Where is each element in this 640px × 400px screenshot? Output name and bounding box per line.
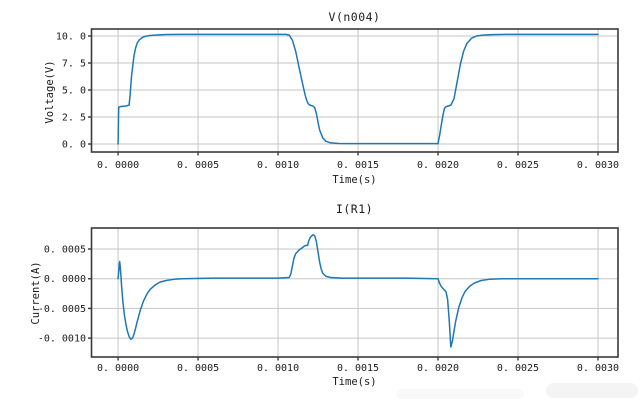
- y-tick-label: 0. 0: [62, 140, 86, 151]
- x-tick-label: 0. 0020: [417, 363, 459, 374]
- x-tick-label: 0. 0030: [577, 160, 619, 171]
- x-tick-label: 0. 0005: [177, 160, 219, 171]
- x-tick-label: 0. 0010: [257, 363, 299, 374]
- y-tick-label: 2. 5: [62, 113, 86, 124]
- current-chart-title: I(R1): [335, 202, 374, 216]
- series-line: [117, 33, 599, 145]
- watermark-smudge: [396, 389, 524, 399]
- x-tick-label: 0. 0005: [177, 363, 219, 374]
- x-tick-label: 0. 0015: [337, 160, 379, 171]
- x-tick-label: 0. 0020: [417, 160, 459, 171]
- current-plot-area: 0. 0000 0. 0005 0. 0010 0. 0015 0. 0020 0. 00…: [38, 227, 619, 374]
- x-tick-label: 0. 0000: [97, 160, 139, 171]
- x-tick-label: 0. 0025: [497, 363, 539, 374]
- y-tick-label: 0. 0005: [44, 245, 86, 256]
- voltage-x-axis-label: Time(s): [332, 174, 377, 186]
- y-tick-label: 5. 0: [62, 86, 86, 97]
- y-tick-label: -0. 0005: [38, 304, 86, 315]
- plot-border: [90, 227, 619, 358]
- watermark-smudge: [546, 383, 638, 398]
- y-tick-label: 7. 5: [62, 59, 86, 70]
- y-tick-label: -0. 0010: [38, 334, 86, 345]
- voltage-plot-area: 0. 0000 0. 0005 0. 0010 0. 0015 0. 0020 0. 00…: [56, 28, 619, 171]
- y-tick-label: 10. 0: [56, 32, 86, 43]
- voltage-chart-title: V(n004): [328, 10, 381, 24]
- x-tick-label: 0. 0015: [337, 363, 379, 374]
- series-line: [117, 234, 599, 348]
- y-tick-label: 0. 0000: [44, 274, 86, 285]
- x-tick-label: 0. 0000: [97, 363, 139, 374]
- current-x-axis-label: Time(s): [332, 376, 377, 388]
- x-tick-label: 0. 0030: [577, 363, 619, 374]
- x-tick-label: 0. 0010: [257, 160, 299, 171]
- x-tick-label: 0. 0025: [497, 160, 539, 171]
